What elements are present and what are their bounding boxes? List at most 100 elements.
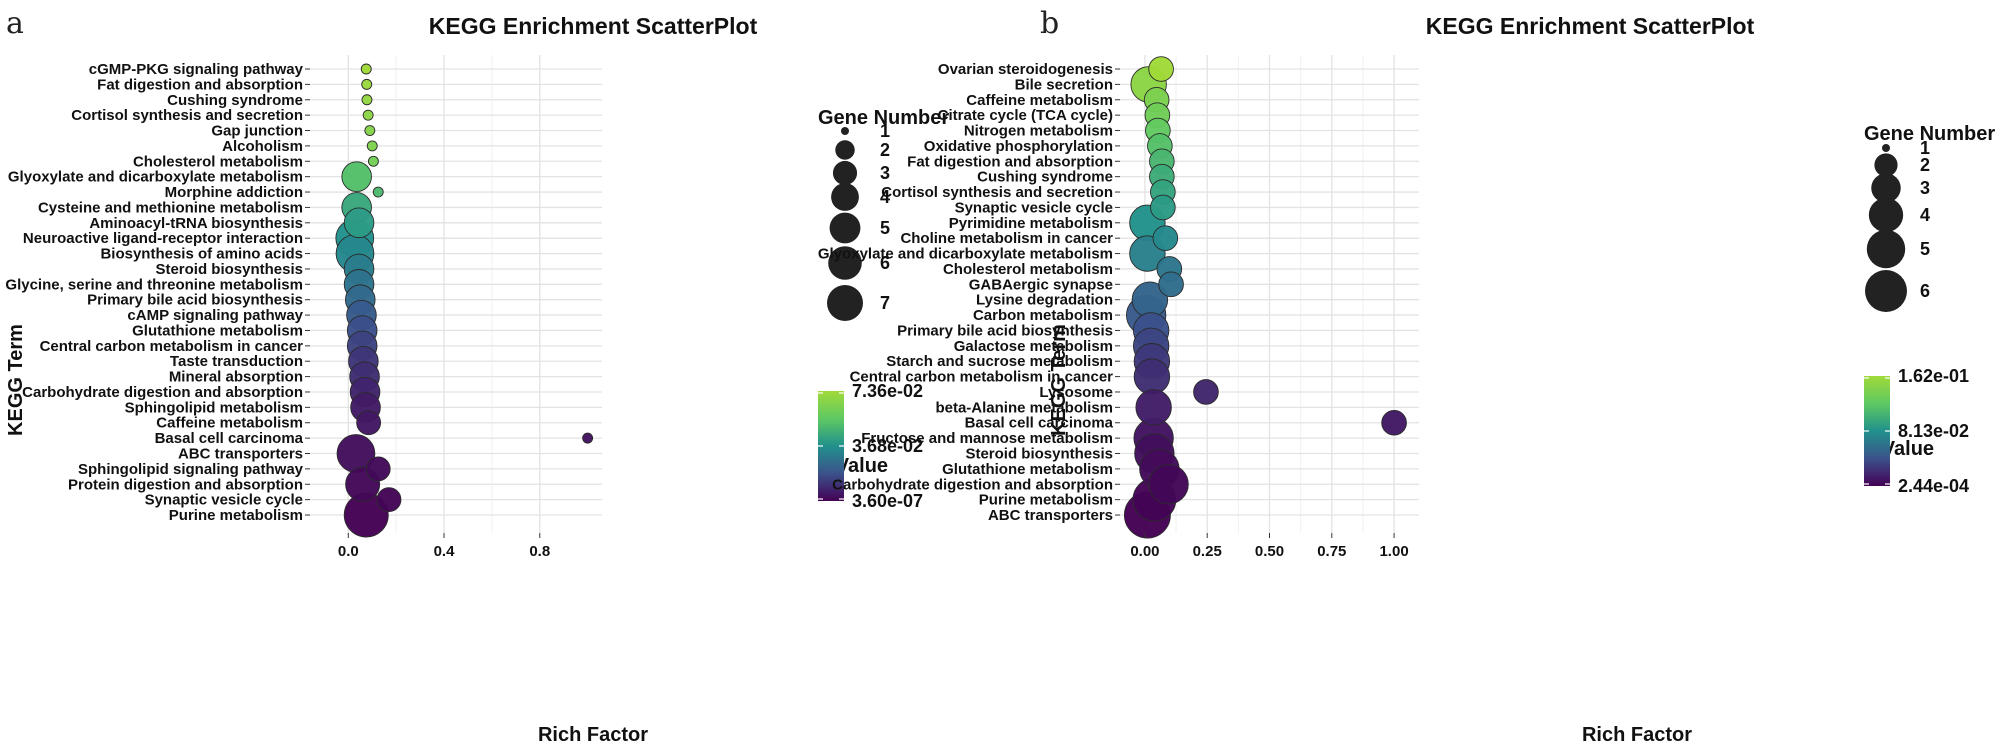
panel-a-x-tick-label: 0.4 (434, 543, 456, 560)
panel-a-y-tick-label: Central carbon metabolism in cancer (40, 338, 304, 355)
panel-b-size-legend-circle (1865, 270, 1907, 312)
panel-a-y-tick-label: ABC transporters (178, 446, 303, 463)
panel-b-colorbar-label: 8.13e-02 (1898, 421, 1969, 441)
panel-b-y-tick-label: Citrate cycle (TCA cycle) (938, 107, 1113, 124)
panel-a-colorbar-label: 7.36e-02 (852, 381, 923, 401)
panel-a-y-tick-label: Cushing syndrome (167, 92, 303, 109)
panel-b-size-legend-circle (1882, 144, 1890, 152)
panel-a-size-legend-title: Gene Number (818, 107, 949, 129)
panel-b-y-tick-label: Carbon metabolism (973, 307, 1113, 324)
panel-b-y-tick-label: Glyoxylate and dicarboxylate metabolism (818, 246, 1113, 263)
panel-a-point (366, 140, 378, 152)
panel-a-y-tick-label: Cholesterol metabolism (133, 153, 303, 170)
panel-b-point (1152, 225, 1179, 251)
panel-a-size-legend-label: 2 (880, 140, 890, 160)
panel-b-size-legend-label: 4 (1920, 205, 1930, 225)
panel-a-point (361, 94, 373, 106)
panel-a-x-tick-label: 0.8 (529, 543, 550, 560)
panel-a-point (367, 155, 379, 167)
panel-a-x-ticks: 0.0 0.4 0.8 (338, 533, 550, 560)
panel-a-size-legend-label: 1 (880, 121, 890, 141)
panel-a-y-tick-label: Glycine, serine and threonine metabolism (5, 276, 303, 293)
panel-b-point (1133, 358, 1171, 395)
panel-a-y-tick-label: Cortisol synthesis and secretion (71, 107, 303, 124)
panel-a-size-legend-label: 4 (880, 187, 890, 207)
panel-a-point (372, 186, 384, 198)
panel-b-y-tick-label: Cholesterol metabolism (943, 261, 1113, 278)
panel-a-point (364, 125, 376, 136)
panel-a-y-tick-label: Steroid biosynthesis (155, 261, 303, 278)
panel-b-size-legend-circle (1874, 153, 1898, 177)
panel-a-y-tick-label: cGMP-PKG signaling pathway (89, 61, 304, 78)
panel-a-y-tick-label: Basal cell carcinoma (155, 430, 304, 447)
panel-b-size-legend-label: 2 (1920, 155, 1930, 175)
panel-b-x-tick-label: 0.75 (1317, 543, 1346, 560)
panel-a-y-tick-label: Aminoacyl-tRNA biosynthesis (89, 215, 303, 232)
panel-a-y-tick-label: Morphine addiction (165, 184, 303, 201)
panel-b-y-tick-label: Bile secretion (1015, 76, 1113, 93)
panel-b-y-tick-label: Basal cell carcinoma (965, 415, 1114, 432)
panel-a-y-tick-label: Protein digestion and absorption (68, 476, 303, 493)
panel-a-y-tick-label: Alcoholism (222, 138, 303, 155)
panel-a-size-legend-circle (841, 127, 849, 135)
panel-b-y-tick-label: Caffeine metabolism (966, 92, 1113, 109)
panel-a-y-tick-label: Sphingolipid metabolism (125, 399, 303, 416)
panel-a-y-tick-label: cAMP signaling pathway (127, 307, 303, 324)
panel-a-size-legend-circle (832, 160, 858, 186)
panel-b: b KEGG Enrichment ScatterPlot Ovarian st… (818, 6, 1995, 744)
panel-a-size-legend-label: 5 (880, 218, 890, 238)
panel-a-y-tick-label: Cysteine and methionine metabolism (38, 199, 303, 216)
panel-b-y-tick-label: Fat digestion and absorption (907, 153, 1113, 170)
panel-a-y-tick-label: Caffeine metabolism (156, 415, 303, 432)
panel-a-size-legend-circle (828, 246, 862, 280)
panel-a-point (365, 456, 391, 482)
panel-b-y-tick-label: Cortisol synthesis and secretion (881, 184, 1113, 201)
panel-b-y-tick-label: Ovarian steroidogenesis (938, 61, 1113, 78)
panel-a-point (360, 63, 372, 75)
panel-a-size-legend-label: 3 (880, 163, 890, 183)
panel-a-y-tick-label: Purine metabolism (169, 507, 303, 524)
panel-b-y-tick-label: GABAergic synapse (969, 276, 1113, 293)
panel-b-point (1135, 389, 1172, 426)
panel-b-y-tick-label: Oxidative phosphorylation (924, 138, 1113, 155)
panel-a-y-tick-label: Mineral absorption (169, 369, 303, 386)
panel-a-size-legend-circle (835, 140, 855, 160)
panel-b-point (1381, 409, 1407, 436)
panel-a-colorbar-label: 3.68e-02 (852, 436, 923, 456)
panel-a-point (376, 487, 402, 513)
panel-b-size-legend-circle (1868, 197, 1904, 233)
panel-b-letter: b (1040, 6, 1059, 41)
panel-a-y-tick-label: Sphingolipid signaling pathway (78, 461, 304, 478)
panel-a-point (356, 410, 382, 436)
panel-b-y-tick-label: Choline metabolism in cancer (900, 230, 1113, 247)
panel-b-point (1150, 194, 1176, 221)
panel-b-point (1148, 464, 1189, 505)
panel-a: a KEGG Enrichment ScatterPlot cGMP-PKG s… (5, 6, 949, 744)
panel-a-letter: a (6, 6, 24, 41)
panel-a-grid (310, 55, 602, 533)
panel-b-colorbar-label: 2.44e-04 (1898, 476, 1969, 496)
panel-b-y-tick-label: ABC transporters (988, 507, 1113, 524)
panel-a-y-tick-label: Carbohydrate digestion and absorption (22, 384, 303, 401)
panel-a-color-legend: p Value 7.36e-023.68e-023.60e-07 (818, 381, 923, 511)
panel-a-y-tick-label: Glyoxylate and dicarboxylate metabolism (8, 169, 303, 186)
panel-b-y-tick-label: Lysine degradation (976, 292, 1113, 309)
panel-b-y-tick-label: Lysosome (1039, 384, 1113, 401)
panel-b-y-tick-label: beta-Alanine metabolism (935, 399, 1113, 416)
panel-b-y-tick-label: Starch and sucrose metabolism (886, 353, 1113, 370)
panel-b-y-tick-label: Synaptic vesicle cycle (955, 199, 1113, 216)
panel-b-x-tick-label: 1.00 (1379, 543, 1408, 560)
panel-b-y-tick-label: Central carbon metabolism in cancer (850, 369, 1114, 386)
panel-a-size-legend-circle (831, 183, 859, 211)
panel-a-x-tick-label: 0.0 (338, 543, 359, 560)
panel-b-point (1158, 271, 1184, 298)
panel-a-points (335, 63, 594, 538)
panel-b-size-legend-label: 3 (1920, 178, 1930, 198)
panel-b-y-tick-label: Galactose metabolism (954, 338, 1113, 355)
panel-a-colorbar-label: 3.60e-07 (852, 491, 923, 511)
panel-a-y-tick-label: Biosynthesis of amino acids (100, 246, 303, 263)
panel-b-point (1193, 379, 1219, 405)
panel-b-y-tick-label: Nitrogen metabolism (964, 123, 1113, 140)
